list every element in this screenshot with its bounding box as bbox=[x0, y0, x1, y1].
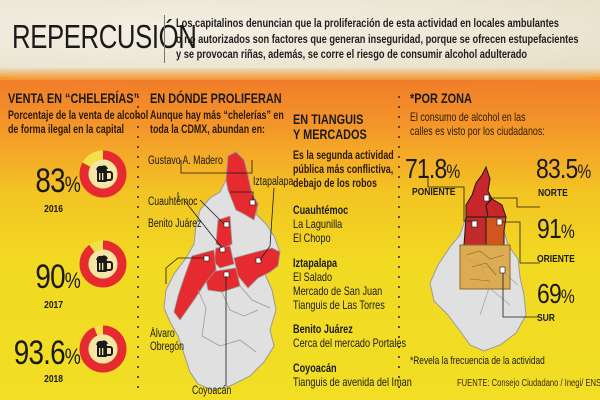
source-credit: FUENTE: Consejo Ciudadano / Inegi/ ENSU bbox=[457, 378, 600, 389]
column-divider bbox=[137, 92, 139, 392]
subtitle-line: y se provocan riñas, además, se corre el… bbox=[176, 47, 528, 61]
zone-label-norte: NORTE bbox=[538, 188, 568, 199]
label-cuauhtemoc: Cuauhtémoc bbox=[148, 196, 198, 208]
zona-description: El consumo de alcohol en las calles es v… bbox=[410, 110, 545, 138]
donde-description: Aunque hay más “chelerías” en toda la CD… bbox=[150, 108, 284, 136]
place-item: Mercado de San Juan bbox=[293, 284, 383, 298]
marker-norte bbox=[496, 218, 503, 226]
cdmx-map bbox=[163, 151, 281, 391]
desc-line: debajo de los robos bbox=[293, 176, 377, 190]
venta-title: VENTA EN “CHELERÍAS” bbox=[8, 90, 140, 106]
group-iztapalapa: Iztapalapa bbox=[293, 256, 338, 270]
place-item: Tianguis de avenida del Iman bbox=[293, 375, 412, 389]
label-line: Álvaro bbox=[150, 328, 175, 340]
beer-mug-icon bbox=[96, 340, 113, 357]
desc-line: calles es visto por los ciudadanos: bbox=[410, 124, 545, 138]
place-item: Tianguis de Las Torres bbox=[293, 298, 385, 312]
zona-title: *POR ZONA bbox=[410, 90, 472, 106]
subtitle-line: o no autorizados son factores que genera… bbox=[176, 31, 579, 46]
desc-line: El consumo de alcohol en las bbox=[410, 110, 526, 124]
marker-cuauhtemoc bbox=[223, 221, 230, 228]
marker-alvaro-obregon bbox=[203, 255, 210, 262]
zone-label-oriente: ORIENTE bbox=[537, 254, 575, 265]
pct-2017: 90% bbox=[35, 258, 80, 296]
venta-description: Porcentaje de la venta de alcohol de for… bbox=[8, 108, 148, 136]
group-cuauhtemoc: Cuauhtémoc bbox=[293, 203, 349, 217]
label-gustavo-a-madero: Gustavo A. Madero bbox=[148, 155, 223, 167]
desc-line: pública más conflictiva, bbox=[293, 162, 394, 176]
donut-2018 bbox=[79, 325, 127, 373]
tianguis-title: EN TIANGUIS Y MERCADOS bbox=[293, 112, 367, 142]
group-benito-juarez: Benito Juárez bbox=[293, 322, 353, 336]
beer-foam-background bbox=[0, 0, 600, 74]
subtitle-line: Los capitalinos denuncian que la prolife… bbox=[176, 16, 559, 30]
label-benito-juarez: Benito Juárez bbox=[148, 218, 202, 230]
region-iztapalapa bbox=[233, 247, 281, 289]
marker-iztapalapa bbox=[255, 257, 262, 264]
zone-value-poniente: 71.8% bbox=[405, 153, 460, 184]
year-2018: 2018 bbox=[44, 374, 63, 385]
marker-poniente bbox=[483, 194, 490, 202]
marker-gam bbox=[249, 199, 256, 206]
zone-value-sur: 69% bbox=[537, 278, 575, 309]
label-line: Obregón bbox=[150, 341, 185, 353]
beer-mug-icon bbox=[96, 255, 113, 272]
page-title: REPERCUSIÓN bbox=[12, 18, 197, 55]
footnote: *Revela la frecuencia de la actividad bbox=[410, 355, 545, 367]
marker-benito-juarez bbox=[219, 246, 226, 253]
zone-map bbox=[427, 165, 540, 352]
donut-2017 bbox=[79, 240, 127, 288]
label-coyoacan: Coyoacán bbox=[192, 385, 232, 397]
marker-sur bbox=[499, 266, 506, 274]
year-2017: 2017 bbox=[44, 300, 63, 311]
place-item: El Chopo bbox=[293, 231, 331, 245]
zone-norte-top bbox=[485, 198, 507, 218]
desc-line: Aunque hay más “chelerías” en bbox=[150, 108, 284, 122]
place-item: La Lagunilla bbox=[293, 217, 343, 231]
label-iztapalapa: Iztapalapa bbox=[253, 176, 294, 188]
marker-coyoacan bbox=[223, 271, 230, 278]
donde-title: EN DÓNDE PROLIFERAN bbox=[150, 90, 282, 106]
desc-line: Porcentaje de la venta de alcohol bbox=[8, 108, 149, 122]
zone-value-norte: 83.5% bbox=[536, 153, 591, 184]
tianguis-description: Es la segunda actividad pública más conf… bbox=[293, 148, 394, 190]
marker-zone bbox=[471, 220, 478, 228]
beer-mug-icon bbox=[96, 165, 113, 182]
pct-2016: 83% bbox=[35, 162, 80, 200]
label-alvaro-obregon: Álvaro Obregón bbox=[150, 328, 184, 354]
title-line: EN TIANGUIS bbox=[293, 111, 364, 127]
desc-line: de forma ilegal en la capital bbox=[8, 122, 124, 136]
place-item: El Salado bbox=[293, 270, 333, 284]
year-2016: 2016 bbox=[44, 204, 63, 215]
place-list: La Lagunilla El Chopo bbox=[293, 217, 342, 245]
zone-label-sur: SUR bbox=[537, 313, 555, 324]
place-list: Tianguis de avenida del Iman bbox=[293, 375, 412, 389]
group-coyoacan: Coyoacán bbox=[293, 361, 337, 375]
zone-label-poniente: PONIENTE bbox=[412, 187, 456, 198]
leader-gam bbox=[180, 160, 253, 174]
place-list: Cerca del mercado Portales bbox=[293, 336, 406, 350]
header-subtitle: Los capitalinos denuncian que la prolife… bbox=[176, 16, 600, 63]
place-item: Cerca del mercado Portales bbox=[293, 336, 407, 350]
zone-value-oriente: 91% bbox=[537, 213, 575, 244]
place-list: El Salado Mercado de San Juan Tianguis d… bbox=[293, 270, 385, 312]
desc-line: toda la CDMX, abundan en: bbox=[150, 122, 265, 136]
header-divider bbox=[164, 15, 165, 63]
donut-2016 bbox=[79, 150, 127, 198]
title-line: Y MERCADOS bbox=[293, 126, 367, 142]
zone-norte bbox=[485, 216, 507, 246]
desc-line: Es la segunda actividad bbox=[293, 148, 394, 162]
foam-edge bbox=[0, 68, 600, 82]
column-divider bbox=[398, 92, 400, 392]
pct-2018: 93.6% bbox=[13, 334, 81, 372]
region-alvaro-obregon bbox=[173, 249, 217, 321]
